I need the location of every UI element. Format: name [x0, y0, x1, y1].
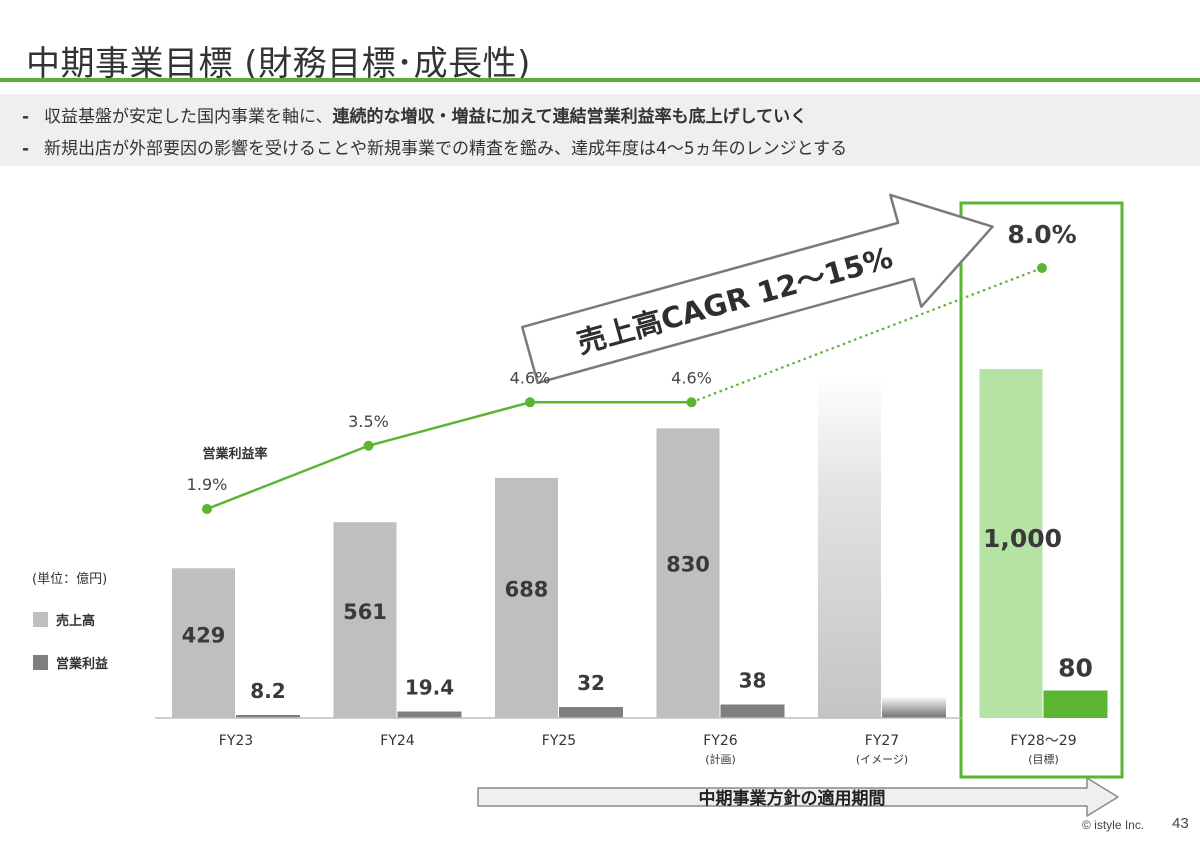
margin-line-segment [368, 401, 531, 447]
title-underline [0, 78, 1200, 82]
category-label: FY25 [542, 733, 576, 749]
margin-value-label: 4.6% [671, 368, 712, 387]
margin-point [525, 397, 535, 408]
sales-bar-FY24 [333, 522, 397, 718]
summary-box: - 収益基盤が安定した国内事業を軸に、連続的な増収・増益に加えて連結営業利益率も底… [0, 94, 1200, 166]
profit-bar-FY25 [559, 707, 623, 718]
margin-point [202, 503, 212, 514]
profit-bar-FY24 [397, 711, 462, 718]
bar-layer [172, 369, 1108, 718]
margin-value-label: 8.0% [1007, 220, 1076, 249]
margin-point [686, 397, 697, 408]
margin-line-forecast [691, 266, 1043, 404]
copyright: © istyle Inc. [1082, 818, 1145, 832]
profit-bar-FY28～29 [1043, 690, 1108, 718]
margin-line-layer [202, 263, 1047, 514]
sales-value-label: 1,000 [983, 524, 1062, 553]
unit-label: (単位：億円) [32, 571, 107, 587]
bullet-1-text: 収益基盤が安定した国内事業を軸に、 [44, 107, 333, 127]
category-sublabel: (目標) [1028, 752, 1059, 766]
margin-value-label: 1.9% [187, 475, 228, 494]
margin-line-segment [206, 444, 369, 511]
legend-label-sales: 売上高 [56, 613, 95, 629]
bullet-2: - 新規出店が外部要因の影響を受けることや新規事業での精査を鑑み、達成年度は4～5… [22, 134, 847, 159]
margin-value-label: 4.6% [510, 368, 551, 387]
page-number: 43 [1172, 815, 1189, 832]
profit-value-label: 32 [577, 671, 605, 695]
cagr-arrow: 売上高CAGR 12～15% [521, 193, 994, 385]
profit-value-label: 38 [739, 669, 767, 693]
sales-value-label: 561 [343, 600, 387, 624]
profit-value-label: 8.2 [250, 679, 285, 703]
category-label: FY26 [703, 733, 738, 749]
margin-point [1037, 263, 1047, 273]
sales-value-label: 688 [505, 578, 549, 602]
sales-value-label: 429 [182, 623, 226, 647]
profit-value-label: 80 [1058, 654, 1093, 683]
bullet-2-text: 新規出店が外部要因の影響を受けることや新規事業での精査を鑑み、達成年度は4～5ヵ… [44, 139, 848, 159]
legend-swatch-profit [33, 655, 48, 670]
legend-label-profit: 営業利益 [56, 656, 108, 672]
margin-value-label: 3.5% [348, 412, 389, 431]
sales-bar-FY27 [818, 374, 881, 718]
sales-bar-FY26 [656, 428, 720, 718]
bullet-dash: - [22, 139, 30, 159]
category-sublabel: (計画) [705, 752, 736, 766]
target-period-frame [959, 201, 1124, 779]
bullet-1-bold-text: 連続的な増収・増益に加えて連結営業利益率も底上げしていく [332, 107, 808, 127]
bullet-1: - 収益基盤が安定した国内事業を軸に、連続的な増収・増益に加えて連結営業利益率も底… [22, 102, 807, 127]
sales-bar-FY23 [172, 568, 235, 718]
category-sublabel: (イメージ) [856, 753, 908, 766]
profit-bar-FY27 [882, 696, 946, 718]
profit-value-label: 19.4 [405, 676, 454, 700]
category-label: FY28～29 [1010, 733, 1076, 749]
category-label: FY24 [380, 733, 415, 749]
period-arrow: 中期事業方針の適用期間 [477, 777, 1119, 817]
profit-bar-FY23 [236, 715, 300, 718]
period-arrow-label: 中期事業方針の適用期間 [699, 788, 886, 809]
sales-bar-FY25 [495, 477, 558, 718]
margin-point [363, 440, 374, 451]
slide-title: 中期事業目標 (財務目標･成長性) [26, 44, 531, 84]
category-label: FY23 [219, 733, 253, 749]
sales-bar-FY28～29 [979, 369, 1043, 718]
bullet-dash: - [22, 107, 30, 127]
sales-value-label: 830 [666, 553, 710, 577]
legend-swatch-sales [33, 612, 48, 627]
category-label: FY27 [865, 733, 899, 749]
profit-bar-FY26 [720, 704, 785, 718]
line-series-label: 営業利益率 [202, 446, 267, 462]
label-layer: 429 8.2 FY23 561 19.4 FY24 688 32 FY25 830 38 FY26 (… [182, 220, 1093, 766]
